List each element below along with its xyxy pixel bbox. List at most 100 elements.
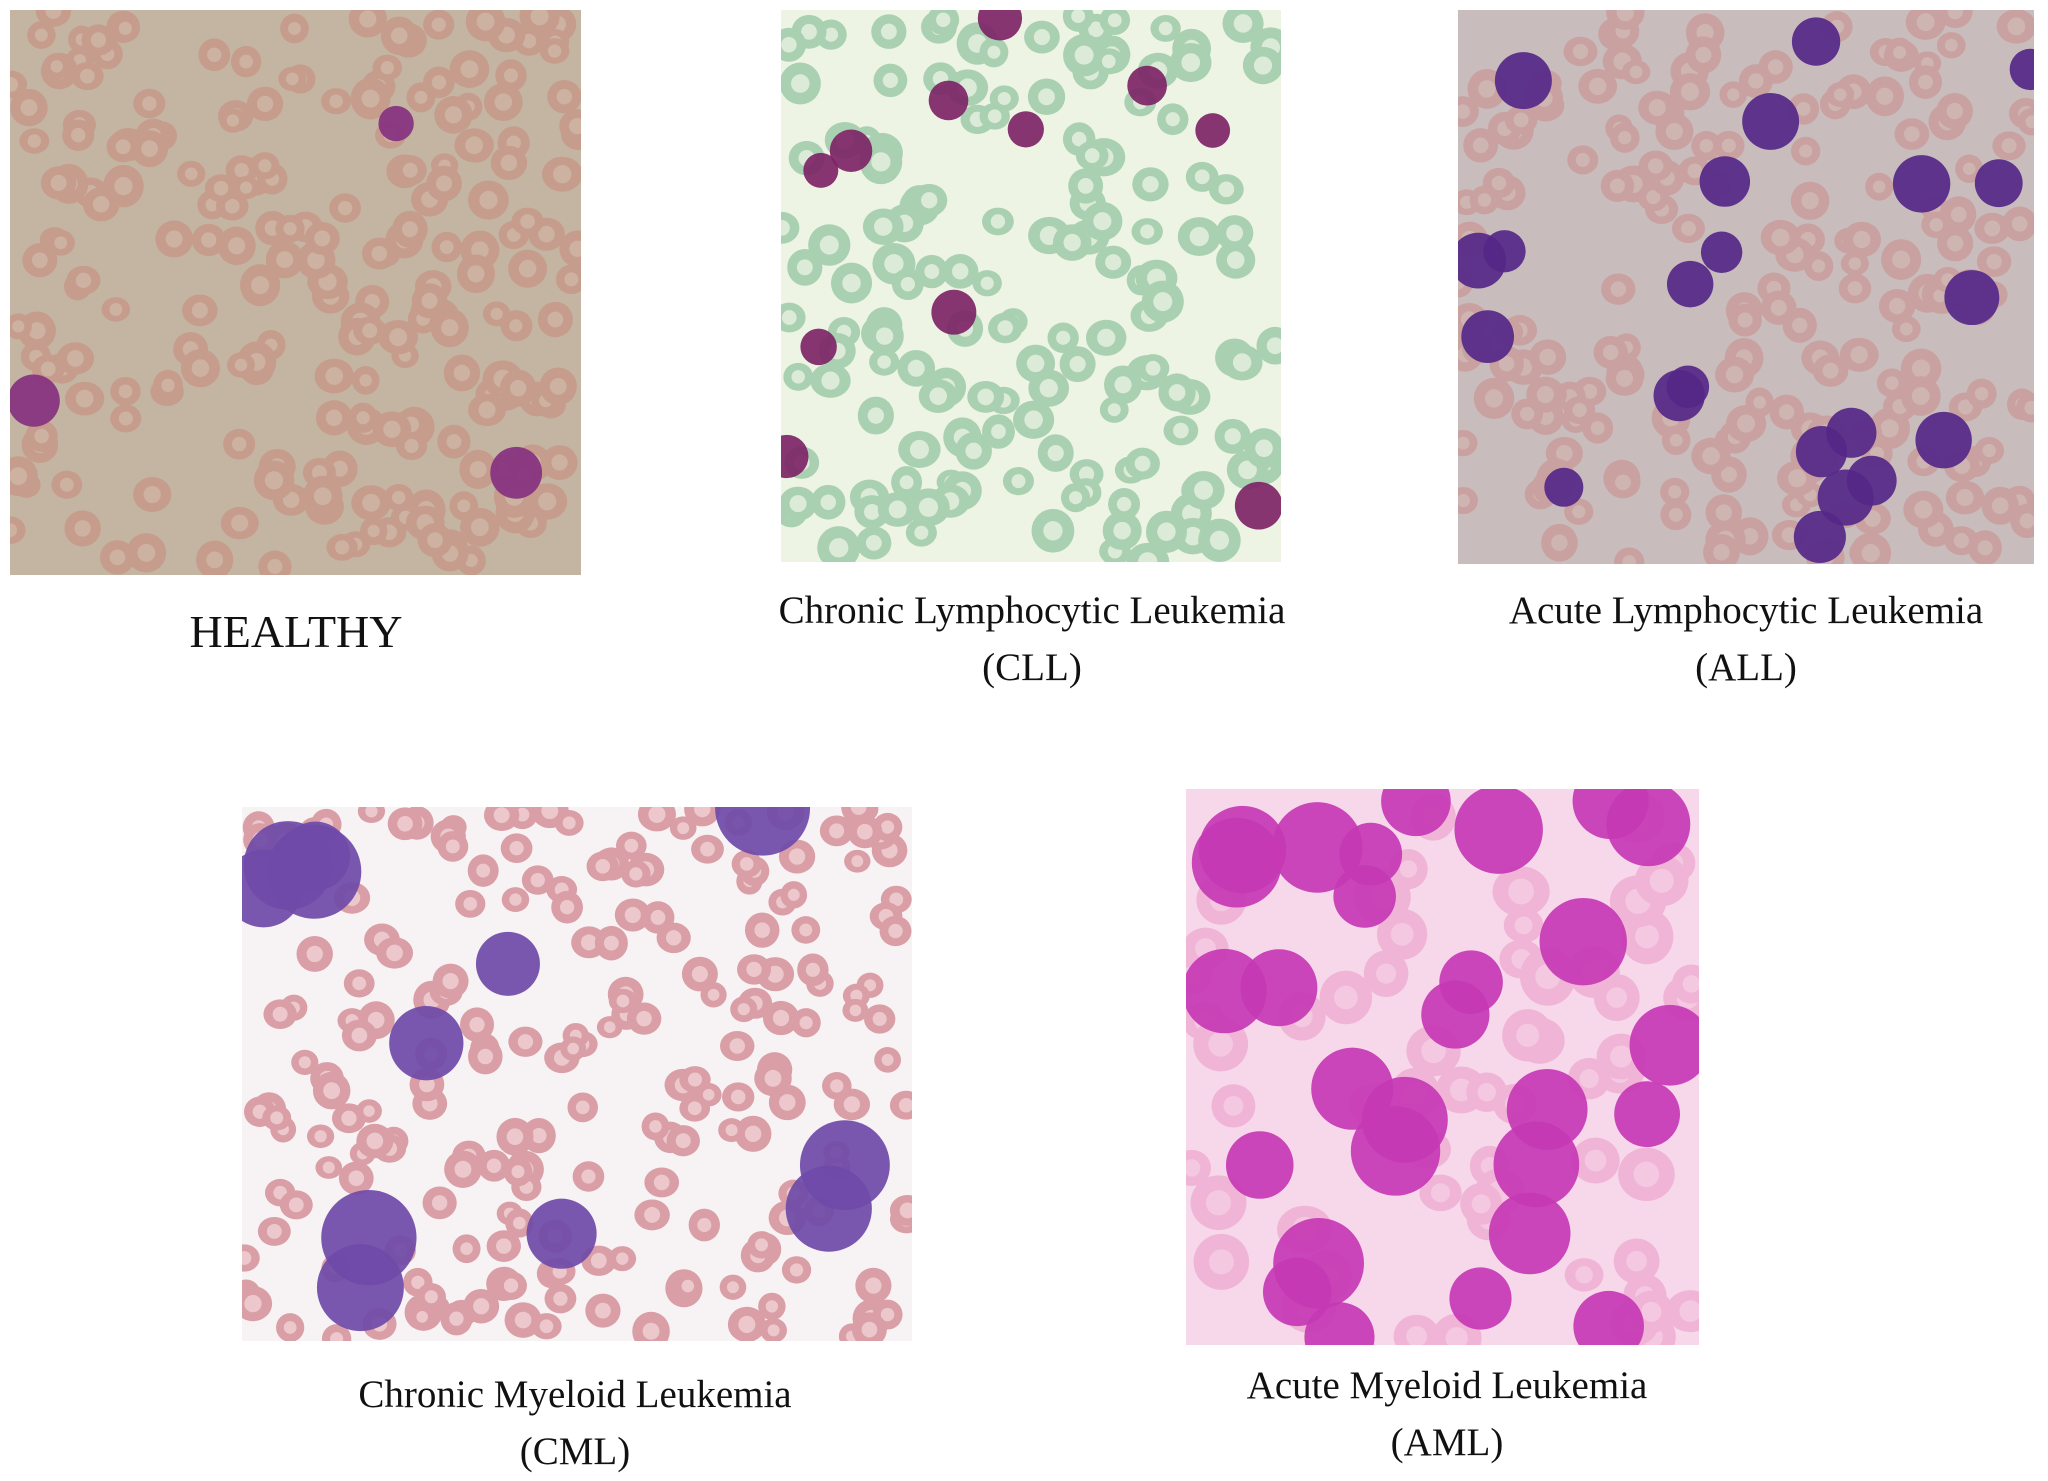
white-cell xyxy=(2009,48,2034,91)
red-cell-center xyxy=(54,236,68,250)
red-cell-center xyxy=(490,307,503,320)
red-cell-center xyxy=(1944,38,1958,52)
red-cell-center xyxy=(872,1011,887,1027)
caption-title: Chronic Lymphocytic Leukemia xyxy=(778,589,1286,632)
red-cell-center xyxy=(1107,403,1121,417)
red-cell-center xyxy=(799,923,813,937)
red-cell-center xyxy=(649,1120,662,1133)
red-cell-center xyxy=(509,319,523,333)
red-cell-center xyxy=(118,411,133,426)
red-cell-center xyxy=(929,387,947,405)
red-cell-center xyxy=(1226,224,1244,242)
red-cell-center xyxy=(1074,45,1094,65)
white-cell xyxy=(1742,92,1800,150)
red-cell-center xyxy=(603,935,619,951)
red-cell-center xyxy=(226,114,240,127)
red-cell-center xyxy=(1038,88,1055,106)
red-cell-center xyxy=(469,1017,485,1033)
red-cell-center xyxy=(1097,328,1116,347)
white-cell xyxy=(1573,1290,1644,1345)
red-cell-center xyxy=(1056,330,1071,345)
red-cell-center xyxy=(1140,224,1155,239)
red-cell-center xyxy=(445,839,460,854)
red-cell-center xyxy=(820,494,836,510)
red-cell-center xyxy=(1737,414,1756,433)
red-cell-center xyxy=(898,1097,912,1113)
red-cell-center xyxy=(781,310,797,325)
red-cell-center xyxy=(675,1133,691,1149)
red-cell-center xyxy=(1168,384,1186,401)
red-cell-center xyxy=(851,855,864,868)
red-cell-center xyxy=(987,109,1002,124)
white-cell xyxy=(1544,467,1584,507)
red-cell-center xyxy=(460,60,479,79)
red-cell-center xyxy=(1822,362,1839,379)
red-cell-center xyxy=(330,1332,344,1341)
red-cell-center xyxy=(1088,21,1104,38)
red-cell-center xyxy=(1539,348,1557,366)
red-cell-center xyxy=(335,540,350,555)
white-cell xyxy=(1506,1069,1588,1150)
red-cell-center xyxy=(531,1128,547,1144)
red-cell-center xyxy=(1508,878,1534,905)
red-cell-center xyxy=(697,1217,712,1233)
red-cell-center xyxy=(1853,230,1871,249)
red-cell-center xyxy=(509,841,524,856)
red-cell-center xyxy=(1982,443,1996,458)
red-cell-center xyxy=(1071,10,1086,23)
red-cell-center xyxy=(1334,985,1358,1010)
red-cell-center xyxy=(1477,193,1492,207)
red-cell-center xyxy=(1974,386,1989,401)
white-cell xyxy=(1461,310,1515,363)
red-cell-center xyxy=(1616,369,1634,387)
red-cell-center xyxy=(114,176,133,196)
red-cell-center xyxy=(1699,139,1714,153)
red-cell-center xyxy=(1157,522,1176,542)
micrograph-all xyxy=(1458,10,2034,564)
red-cell-center xyxy=(725,1124,738,1137)
red-cell-center xyxy=(700,841,715,857)
red-cell-center xyxy=(478,401,496,419)
red-cell-center xyxy=(1138,552,1158,562)
red-cell-center xyxy=(323,1082,341,1100)
red-cell-center xyxy=(402,162,418,178)
red-cell-center xyxy=(1399,860,1418,878)
red-cell-center xyxy=(2024,400,2034,415)
red-cell-center xyxy=(471,241,489,259)
red-cell-center xyxy=(298,1056,311,1069)
red-cell-center xyxy=(1792,317,1808,334)
red-cell-center xyxy=(1626,1250,1647,1272)
red-cell-center xyxy=(1984,220,2001,237)
red-cell-center xyxy=(473,1298,490,1315)
white-cell xyxy=(1666,260,1714,308)
red-cell-center xyxy=(1876,87,1894,105)
red-cell-center xyxy=(206,551,224,569)
red-cell-center xyxy=(1477,1083,1496,1102)
red-cell-center xyxy=(636,1010,652,1027)
red-cell-center xyxy=(397,815,413,832)
red-cell-center xyxy=(34,428,49,444)
red-cell-center xyxy=(1575,152,1590,167)
red-cell-center xyxy=(1224,428,1241,445)
red-cell-center xyxy=(1649,868,1674,893)
red-cell-center xyxy=(1026,354,1045,373)
red-cell-center xyxy=(1039,379,1058,398)
red-cell-center xyxy=(503,1278,519,1293)
red-cell-center xyxy=(59,477,74,492)
red-cell-center xyxy=(559,900,575,915)
red-cell-center xyxy=(392,490,406,505)
red-cell-center xyxy=(581,1169,596,1184)
red-cell-center xyxy=(441,319,459,337)
red-cell-center xyxy=(419,1076,435,1093)
red-cell-center xyxy=(325,409,343,426)
red-cell-center xyxy=(1618,131,1632,145)
red-cell-center xyxy=(888,500,907,519)
red-cell-center xyxy=(1753,395,1766,409)
red-cell-center xyxy=(231,436,247,452)
red-cell-center xyxy=(361,89,380,108)
red-cell-center xyxy=(1687,163,1703,179)
red-cell-center xyxy=(801,23,817,40)
red-cell-center xyxy=(1888,297,1906,315)
red-cell-center xyxy=(1145,360,1161,376)
